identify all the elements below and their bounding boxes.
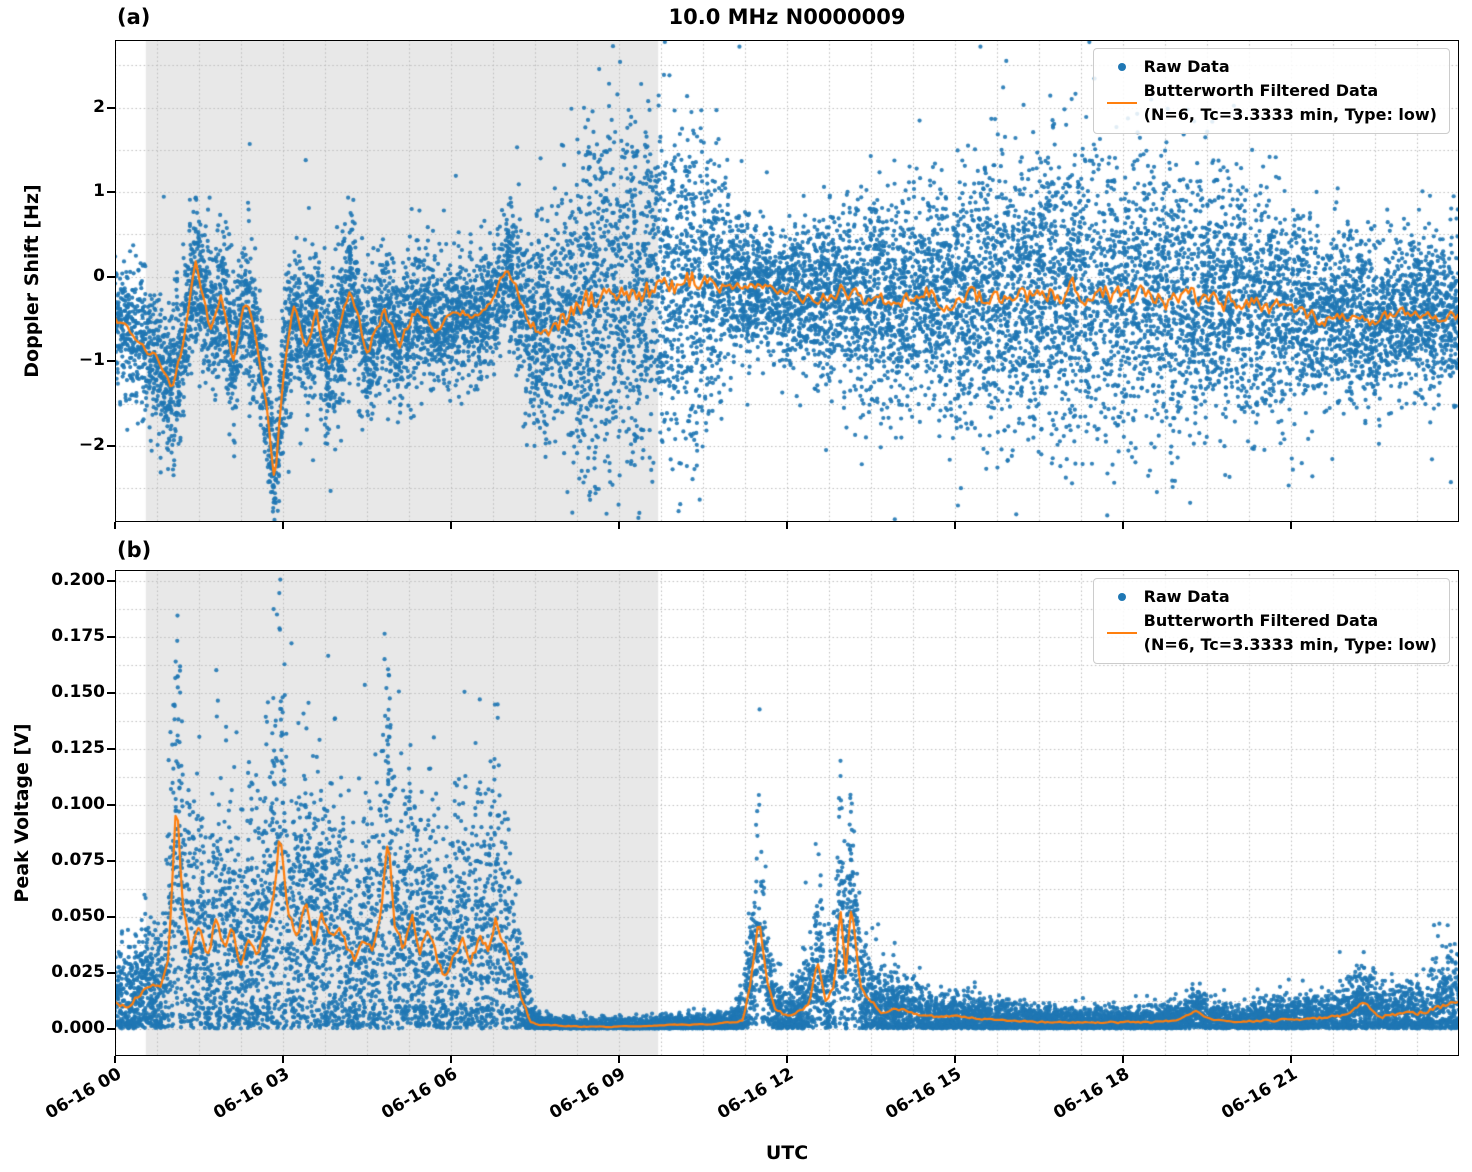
x-tick-label: 06-16 15 xyxy=(882,1064,965,1124)
raw-dot-icon xyxy=(1117,593,1126,601)
y-tick-label: 0.000 xyxy=(51,1018,105,1039)
y-tick-mark xyxy=(107,191,115,194)
panel-a-label: (a) xyxy=(117,5,151,29)
raw-data-marker xyxy=(1100,593,1144,601)
x-tick-mark xyxy=(282,522,284,529)
x-axis-label: UTC xyxy=(765,1142,809,1164)
legend-filtered-params: (N=6, Tc=3.3333 min, Type: low) xyxy=(1143,105,1437,124)
y-tick-label: 0.050 xyxy=(51,906,105,927)
y-tick-mark xyxy=(107,972,115,975)
legend-filtered-row: Butterworth Filtered Data (N=6, Tc=3.333… xyxy=(1100,79,1437,127)
x-tick-label: 06-16 03 xyxy=(210,1064,293,1124)
x-tick-mark xyxy=(450,522,452,529)
legend-raw-row: Raw Data xyxy=(1100,585,1437,609)
x-tick-mark xyxy=(282,1056,284,1063)
x-tick-label: 06-16 18 xyxy=(1050,1064,1133,1124)
y-tick-label: 0.100 xyxy=(51,794,105,815)
x-tick-mark xyxy=(1122,522,1124,529)
y-tick-label: 0.075 xyxy=(51,850,105,871)
y-tick-mark xyxy=(107,804,115,807)
filtered-line-icon xyxy=(1106,102,1137,104)
x-tick-label: 06-16 12 xyxy=(714,1064,797,1124)
panel-b-legend: Raw Data Butterworth Filtered Data (N=6,… xyxy=(1092,578,1450,664)
y-tick-mark xyxy=(107,106,115,109)
legend-raw-label: Raw Data xyxy=(1143,587,1230,606)
panel-a-axes: Raw Data Butterworth Filtered Data (N=6,… xyxy=(115,40,1459,522)
y-tick-label: 0 xyxy=(93,265,105,286)
x-tick-mark xyxy=(114,522,116,529)
x-tick-mark xyxy=(954,522,956,529)
y-tick-label: −2 xyxy=(78,434,105,455)
filtered-line-marker xyxy=(1100,632,1144,634)
legend-filtered-row: Butterworth Filtered Data (N=6, Tc=3.333… xyxy=(1100,609,1437,657)
x-tick-mark xyxy=(450,1056,452,1063)
legend-filtered-params: (N=6, Tc=3.3333 min, Type: low) xyxy=(1143,635,1437,654)
y-tick-mark xyxy=(107,1028,115,1031)
y-tick-mark xyxy=(107,360,115,363)
y-tick-label: 2 xyxy=(93,96,105,117)
y-tick-mark xyxy=(107,860,115,863)
y-tick-label: 0.200 xyxy=(51,570,105,591)
x-tick-mark xyxy=(618,1056,620,1063)
x-tick-mark xyxy=(1122,1056,1124,1063)
y-tick-mark xyxy=(107,444,115,447)
x-tick-label: 06-16 09 xyxy=(546,1064,629,1124)
y-tick-label: −1 xyxy=(78,350,105,371)
panel-a-legend: Raw Data Butterworth Filtered Data (N=6,… xyxy=(1092,48,1450,134)
filtered-line-icon xyxy=(1106,632,1137,634)
y-tick-mark xyxy=(107,580,115,583)
x-tick-label: 06-16 06 xyxy=(378,1064,461,1124)
x-tick-mark xyxy=(1290,522,1292,529)
y-tick-mark xyxy=(107,692,115,695)
x-tick-mark xyxy=(114,1056,116,1063)
legend-filtered-label: Butterworth Filtered Data xyxy=(1143,81,1379,100)
y-tick-label: 0.175 xyxy=(51,626,105,647)
x-tick-mark xyxy=(954,1056,956,1063)
legend-raw-row: Raw Data xyxy=(1100,55,1437,79)
legend-raw-label: Raw Data xyxy=(1143,57,1230,76)
x-tick-mark xyxy=(1290,1056,1292,1063)
chart-title: 10.0 MHz N0000009 xyxy=(668,5,906,29)
x-tick-mark xyxy=(786,1056,788,1063)
x-tick-mark xyxy=(786,522,788,529)
y-tick-mark xyxy=(107,275,115,278)
x-tick-label: 06-16 21 xyxy=(1218,1064,1301,1124)
x-tick-label: 06-16 00 xyxy=(42,1064,125,1124)
y-tick-label: 0.025 xyxy=(51,962,105,983)
raw-dot-icon xyxy=(1117,63,1126,71)
y-tick-label: 0.150 xyxy=(51,682,105,703)
panel-b-axes: Raw Data Butterworth Filtered Data (N=6,… xyxy=(115,570,1459,1056)
x-tick-mark xyxy=(618,522,620,529)
y-tick-mark xyxy=(107,748,115,751)
y-tick-label: 0.125 xyxy=(51,738,105,759)
filtered-line-marker xyxy=(1100,102,1144,104)
y-tick-mark xyxy=(107,636,115,639)
y-tick-label: 1 xyxy=(93,181,105,202)
raw-data-marker xyxy=(1100,63,1144,71)
y-tick-mark xyxy=(107,916,115,919)
panel-b-label: (b) xyxy=(117,538,152,562)
legend-filtered-label: Butterworth Filtered Data xyxy=(1143,611,1379,630)
